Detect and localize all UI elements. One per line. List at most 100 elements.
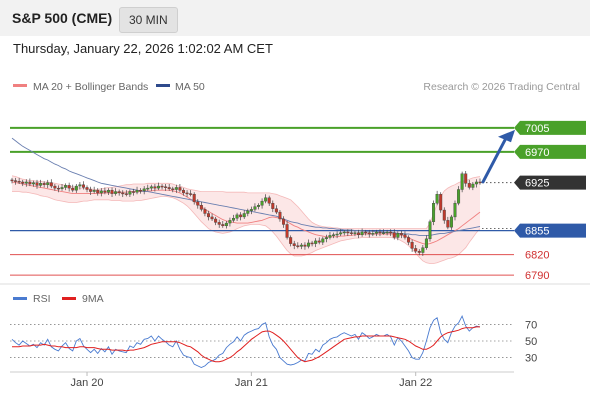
candle bbox=[124, 190, 128, 197]
candle bbox=[64, 183, 68, 191]
candle bbox=[206, 210, 210, 221]
ma20-legend-label: MA 20 + Bollinger Bands bbox=[33, 81, 148, 93]
candle bbox=[235, 212, 239, 222]
rsi-ma-legend-label: 9MA bbox=[82, 293, 104, 305]
candle bbox=[285, 221, 289, 240]
candle bbox=[435, 190, 439, 206]
candle bbox=[449, 214, 453, 230]
candle bbox=[221, 221, 225, 228]
candle bbox=[292, 240, 296, 250]
candle bbox=[117, 189, 121, 196]
candle bbox=[346, 229, 350, 237]
bollinger-bands bbox=[11, 175, 481, 264]
candle bbox=[149, 184, 153, 191]
candle bbox=[142, 186, 146, 195]
candle bbox=[317, 237, 321, 245]
candle bbox=[474, 179, 478, 188]
candle bbox=[457, 186, 461, 206]
candle bbox=[31, 180, 35, 187]
candle bbox=[296, 242, 300, 249]
candle bbox=[239, 212, 243, 221]
instrument-symbol: S&P 500 (CME) bbox=[12, 10, 113, 26]
trend-arrow bbox=[481, 129, 515, 184]
candle bbox=[417, 249, 421, 256]
candle bbox=[128, 189, 132, 198]
candle bbox=[378, 229, 382, 237]
time-label: Jan 20 bbox=[71, 377, 104, 389]
candle bbox=[382, 229, 386, 235]
candle bbox=[253, 203, 257, 212]
candle bbox=[156, 182, 160, 191]
level-text-6970: 6970 bbox=[525, 147, 549, 159]
price-levels bbox=[10, 126, 514, 276]
level-labels: 7005 6970 6925 6855 6820 6790 bbox=[514, 120, 586, 282]
candle bbox=[242, 210, 246, 219]
candle bbox=[249, 206, 253, 215]
time-axis: Jan 20 Jan 21 Jan 22 bbox=[10, 371, 514, 389]
bollinger-upper-line bbox=[11, 175, 481, 230]
level-label-6790: 6790 bbox=[525, 270, 549, 282]
rsi-gridlines: 70 50 30 bbox=[10, 319, 537, 365]
ma50-legend-swatch bbox=[156, 84, 170, 87]
candle bbox=[332, 232, 336, 239]
candle bbox=[53, 184, 57, 191]
candle bbox=[42, 181, 46, 188]
chart-datetime: Thursday, January 22, 2026 1:02:02 AM CE… bbox=[13, 41, 273, 56]
candle bbox=[310, 240, 314, 247]
rsi-tick-70: 70 bbox=[525, 319, 537, 331]
timeframe-button[interactable]: 30 MIN bbox=[119, 7, 178, 33]
candlesticks bbox=[10, 171, 482, 256]
candle bbox=[478, 178, 482, 185]
candle bbox=[146, 184, 150, 191]
candle bbox=[17, 177, 21, 185]
rsi-legend-label: RSI bbox=[33, 293, 51, 305]
candle bbox=[371, 229, 375, 237]
candle bbox=[67, 182, 71, 192]
candle bbox=[353, 230, 357, 237]
candle bbox=[410, 239, 414, 252]
rsi-legend-swatch bbox=[13, 297, 27, 300]
level-text-6925: 6925 bbox=[525, 178, 549, 190]
candle bbox=[56, 185, 60, 193]
candle bbox=[78, 181, 82, 190]
candle bbox=[164, 184, 168, 191]
candle bbox=[374, 229, 378, 237]
candle bbox=[71, 184, 75, 193]
rsi-ma-line bbox=[12, 326, 480, 363]
candle bbox=[178, 184, 182, 193]
candle bbox=[192, 192, 196, 205]
candle bbox=[271, 200, 275, 213]
ma50-legend-label: MA 50 bbox=[175, 81, 205, 93]
candle bbox=[153, 184, 157, 192]
level-tag-7005 bbox=[514, 120, 586, 135]
candle bbox=[278, 210, 282, 222]
candle bbox=[135, 186, 139, 195]
candle bbox=[49, 179, 53, 189]
candle bbox=[442, 207, 446, 224]
candle bbox=[267, 195, 271, 206]
candle bbox=[110, 187, 114, 198]
candle bbox=[367, 229, 371, 238]
candle bbox=[289, 235, 293, 247]
bollinger-band-area bbox=[12, 175, 480, 264]
candle bbox=[60, 184, 64, 191]
candle bbox=[81, 181, 85, 190]
candle bbox=[460, 171, 464, 193]
candle bbox=[414, 245, 418, 254]
rsi-tick-30: 30 bbox=[525, 353, 537, 365]
level-text-6855: 6855 bbox=[525, 226, 549, 238]
candle bbox=[396, 231, 400, 241]
candle bbox=[14, 177, 18, 185]
level-label-6820: 6820 bbox=[525, 250, 549, 262]
candle bbox=[196, 199, 200, 209]
price-legend: MA 20 + Bollinger Bands MA 50 Research ©… bbox=[13, 81, 580, 93]
level-label-6925: 6925 bbox=[514, 175, 586, 190]
candle bbox=[46, 179, 50, 189]
candle bbox=[403, 231, 407, 240]
level-text-7005: 7005 bbox=[525, 123, 549, 135]
candle bbox=[171, 186, 175, 193]
candle bbox=[217, 219, 221, 228]
level-text-6820: 6820 bbox=[525, 250, 549, 262]
